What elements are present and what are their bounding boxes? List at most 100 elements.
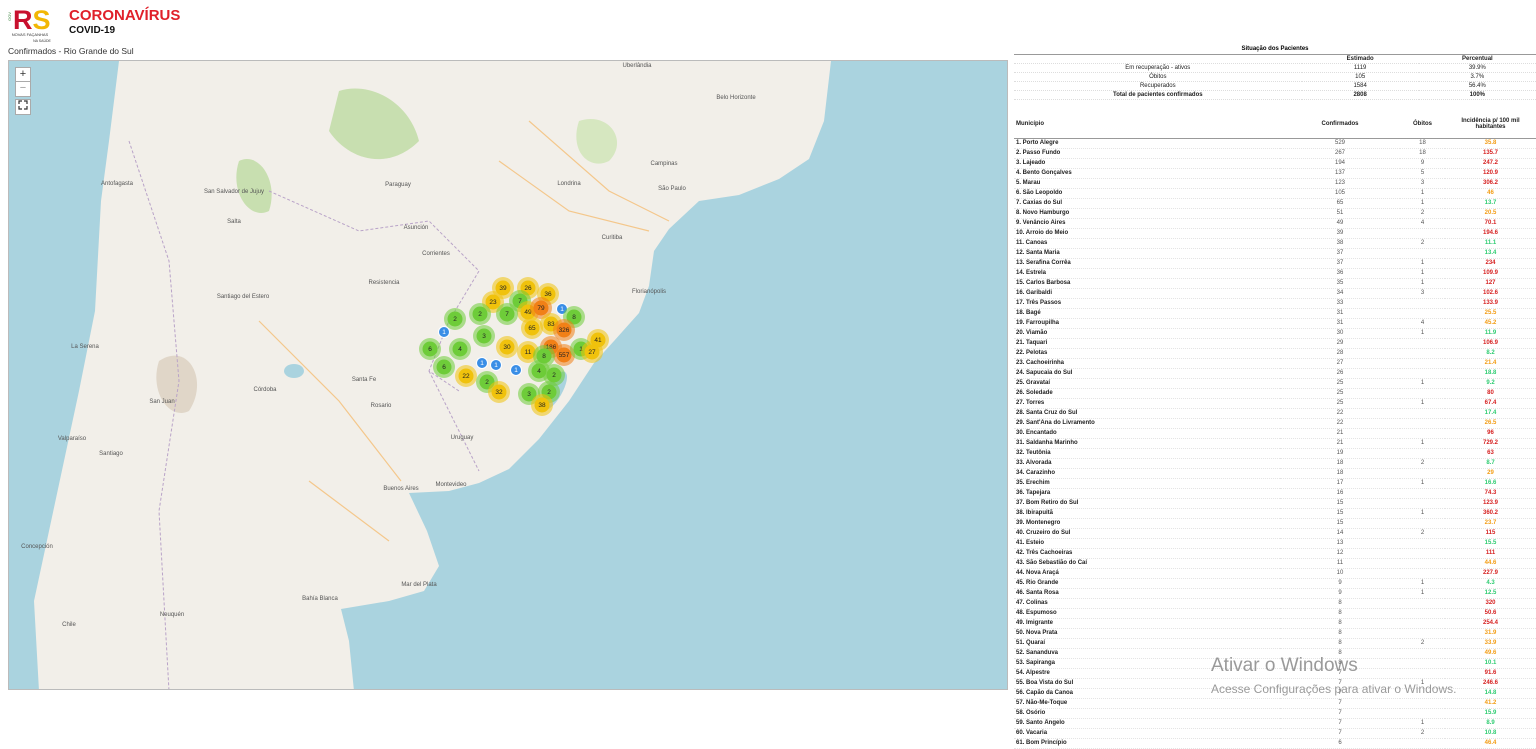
incidence: 91.6 xyxy=(1445,668,1536,679)
municipality: 28. Santa Cruz do Sul xyxy=(1014,408,1280,419)
incidence: 49.6 xyxy=(1445,648,1536,659)
deaths xyxy=(1400,358,1445,369)
municipality: 14. Estrela xyxy=(1014,268,1280,279)
table-row: 52. Sananduva 8 49.6 xyxy=(1014,648,1536,659)
cluster[interactable]: 3 xyxy=(473,325,495,347)
deaths xyxy=(1400,738,1445,749)
cluster[interactable]: 38 xyxy=(531,394,553,416)
incidence: 111 xyxy=(1445,548,1536,559)
municipality: 51. Quaraí xyxy=(1014,638,1280,649)
cluster[interactable]: 1 xyxy=(476,357,488,369)
table-row: 27. Torres 25 1 67.4 xyxy=(1014,398,1536,409)
cluster-count: 32 xyxy=(495,389,503,396)
confirmed: 14 xyxy=(1280,528,1400,539)
incidence: 33.9 xyxy=(1445,638,1536,649)
municipality: 22. Pelotas xyxy=(1014,348,1280,359)
cluster[interactable]: 7 xyxy=(496,303,518,325)
summary-body: Estimado Percentual Em recuperação - ativo… xyxy=(1014,55,1536,100)
map-label: Córdoba xyxy=(253,387,277,393)
confirmed: 7 xyxy=(1280,718,1400,729)
summary-row: Em recuperação - ativos 1119 39.9% xyxy=(1014,63,1536,73)
deaths: 3 xyxy=(1400,178,1445,189)
incidence: 16.6 xyxy=(1445,478,1536,489)
incidence: 29 xyxy=(1445,468,1536,479)
deaths xyxy=(1400,418,1445,429)
table-row: 43. São Sebastião do Caí 11 44.6 xyxy=(1014,558,1536,569)
incidence: 13.7 xyxy=(1445,198,1536,209)
lake xyxy=(284,364,304,378)
clusters: 3926362374979122786583326134164301118655… xyxy=(419,277,609,416)
confirmed: 8 xyxy=(1280,648,1400,659)
road xyxy=(258,320,402,542)
table-row: 8. Novo Hamburgo 51 2 20.5 xyxy=(1014,208,1536,219)
cluster[interactable]: 557 xyxy=(553,344,575,366)
cluster[interactable]: 27 xyxy=(581,341,603,363)
map-label: Curitiba xyxy=(602,235,623,241)
map[interactable]: Uberlândia Belo Horizonte Campinas São Paul… xyxy=(8,60,1008,690)
incidence: 254.4 xyxy=(1445,618,1536,629)
cluster[interactable]: 1 xyxy=(438,326,450,338)
confirmed: 22 xyxy=(1280,408,1400,419)
cluster[interactable]: 32 xyxy=(488,381,510,403)
table-row: 33. Alvorada 18 2 8.7 xyxy=(1014,458,1536,469)
cluster[interactable]: 65 xyxy=(521,317,543,339)
confirmed: 37 xyxy=(1280,258,1400,269)
cluster[interactable]: 2 xyxy=(444,308,466,330)
cluster[interactable]: 6 xyxy=(433,356,455,378)
summary-row: Total de pacientes confirmados 2808 100% xyxy=(1014,90,1536,100)
cluster-count: 8 xyxy=(572,314,576,321)
cluster[interactable]: 4 xyxy=(449,338,471,360)
map-label: Bahía Blanca xyxy=(302,596,338,602)
cluster[interactable]: 2 xyxy=(469,303,491,325)
deaths xyxy=(1400,658,1445,669)
municipality: 32. Teutônia xyxy=(1014,448,1280,459)
municipality: 39. Montenegro xyxy=(1014,518,1280,529)
table-row: 29. Sant'Ana do Livramento 22 26.5 xyxy=(1014,418,1536,429)
deaths xyxy=(1400,338,1445,349)
municipality: 2. Passo Fundo xyxy=(1014,148,1280,159)
confirmed: 15 xyxy=(1280,518,1400,529)
deaths: 2 xyxy=(1400,238,1445,249)
cluster[interactable]: 6 xyxy=(419,338,441,360)
summary-cell: Em recuperação - ativos xyxy=(1014,63,1302,73)
marker-count: 1 xyxy=(442,329,446,336)
table-row: 54. Alpestre 7 91.6 xyxy=(1014,668,1536,679)
map-label: São Paulo xyxy=(658,186,686,192)
incidence: 133.9 xyxy=(1445,298,1536,309)
table-row: 46. Santa Rosa 9 1 12.5 xyxy=(1014,588,1536,599)
cluster-core xyxy=(452,341,468,357)
deaths xyxy=(1400,248,1445,259)
map-label: Chile xyxy=(62,622,76,628)
cluster-count: 2 xyxy=(547,389,551,396)
table-row: 18. Bagé 31 25.5 xyxy=(1014,308,1536,319)
watermark-title: Ativar o Windows xyxy=(1211,655,1358,676)
incidence: 67.4 xyxy=(1445,398,1536,409)
cluster-count: 2 xyxy=(478,311,482,318)
municipality: 12. Santa Maria xyxy=(1014,248,1280,259)
municipality: 8. Novo Hamburgo xyxy=(1014,208,1280,219)
cluster[interactable]: 1 xyxy=(510,364,522,376)
deaths: 1 xyxy=(1400,398,1445,409)
municipality: 19. Farroupilha xyxy=(1014,318,1280,329)
summary-cell: 3.7% xyxy=(1418,72,1536,82)
municipality: 55. Boa Vista do Sul xyxy=(1014,678,1280,689)
cluster[interactable]: 326 xyxy=(553,319,575,341)
cluster[interactable]: 30 xyxy=(496,336,518,358)
cluster-count: 4 xyxy=(458,346,462,353)
incidence: 9.2 xyxy=(1445,378,1536,389)
pacific-ocean xyxy=(9,61,119,689)
confirmed: 267 xyxy=(1280,148,1400,159)
cluster[interactable]: 1 xyxy=(490,359,502,371)
summary-cell: 56.4% xyxy=(1418,81,1536,91)
fullscreen[interactable] xyxy=(15,99,31,115)
municipality-panel: Município Confirmados Óbitos Incidência p/ … xyxy=(1014,110,1536,749)
table-row: 28. Santa Cruz do Sul 22 17.4 xyxy=(1014,408,1536,419)
confirmed: 28 xyxy=(1280,348,1400,359)
zoom-out[interactable]: − xyxy=(15,81,31,97)
cluster[interactable]: 79 xyxy=(530,297,552,319)
cluster[interactable]: 22 xyxy=(455,365,477,387)
incidence: 44.6 xyxy=(1445,558,1536,569)
confirmed: 16 xyxy=(1280,488,1400,499)
deaths xyxy=(1400,568,1445,579)
cluster[interactable]: 2 xyxy=(543,364,565,386)
